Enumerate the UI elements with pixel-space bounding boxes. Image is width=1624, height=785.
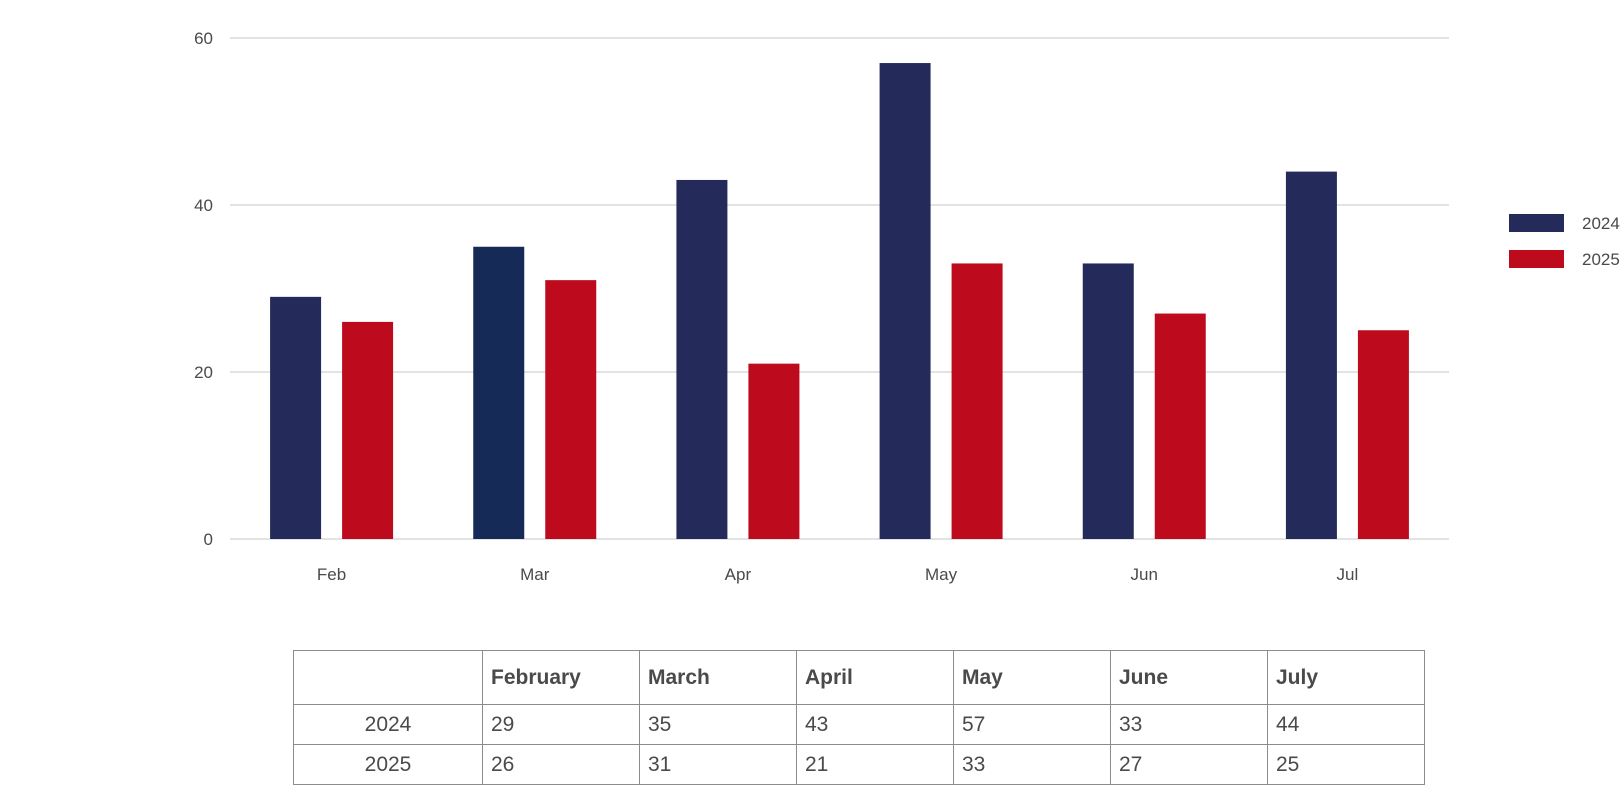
y-tick-label: 20 xyxy=(194,363,213,382)
x-tick-label: Apr xyxy=(725,565,752,584)
table-cell: 33 xyxy=(1110,704,1268,745)
legend-label: 2025 xyxy=(1582,250,1620,269)
table-row: 2024 29 35 43 57 33 44 xyxy=(293,704,1425,745)
bar xyxy=(1154,313,1206,539)
table-cell: 27 xyxy=(1110,744,1268,785)
table-header-cell: June xyxy=(1110,650,1268,705)
table-cell: 26 xyxy=(482,744,640,785)
x-tick-label: May xyxy=(925,565,958,584)
legend-swatch xyxy=(1509,214,1564,232)
bar-chart: 0 20 40 60 Feb Mar Apr May Jun Jul 2024 2025 xyxy=(194,29,1620,584)
table-header-cell: March xyxy=(639,650,797,705)
bar xyxy=(676,179,728,539)
table-cell: 44 xyxy=(1267,704,1425,745)
table-row: 2025 26 31 21 33 27 25 xyxy=(293,744,1425,785)
table-cell: 57 xyxy=(953,704,1111,745)
table-header-cell: April xyxy=(796,650,954,705)
bar xyxy=(1082,263,1134,539)
data-table: February March April May June July 2024 … xyxy=(293,650,1425,785)
bar xyxy=(1285,171,1337,539)
bar xyxy=(1357,330,1409,539)
bar xyxy=(342,321,394,539)
y-tick-label: 0 xyxy=(204,530,213,549)
bar xyxy=(951,263,1003,539)
legend-swatch xyxy=(1509,250,1564,268)
y-tick-label: 60 xyxy=(194,29,213,48)
table-header-cell: May xyxy=(953,650,1111,705)
x-tick-label: Jun xyxy=(1131,565,1158,584)
table-cell: 31 xyxy=(639,744,797,785)
legend-label: 2024 xyxy=(1582,214,1620,233)
bar xyxy=(545,280,597,539)
table-header-row: February March April May June July xyxy=(293,650,1425,705)
x-tick-label: Feb xyxy=(317,565,346,584)
table-cell: 25 xyxy=(1267,744,1425,785)
table-header-cell: July xyxy=(1267,650,1425,705)
bar xyxy=(748,363,800,539)
x-tick-label: Mar xyxy=(520,565,550,584)
bar xyxy=(879,63,931,540)
table-cell: 21 xyxy=(796,744,954,785)
table-cell: 43 xyxy=(796,704,954,745)
table-cell: 29 xyxy=(482,704,640,745)
x-tick-label: Jul xyxy=(1337,565,1359,584)
table-header-cell: February xyxy=(482,650,640,705)
table-cell: 33 xyxy=(953,744,1111,785)
table-row-label: 2024 xyxy=(293,704,483,745)
bar xyxy=(473,246,525,539)
table-row-label: 2025 xyxy=(293,744,483,785)
table-cell: 35 xyxy=(639,704,797,745)
y-tick-label: 40 xyxy=(194,196,213,215)
bar xyxy=(270,296,322,539)
table-corner-cell xyxy=(293,650,483,705)
